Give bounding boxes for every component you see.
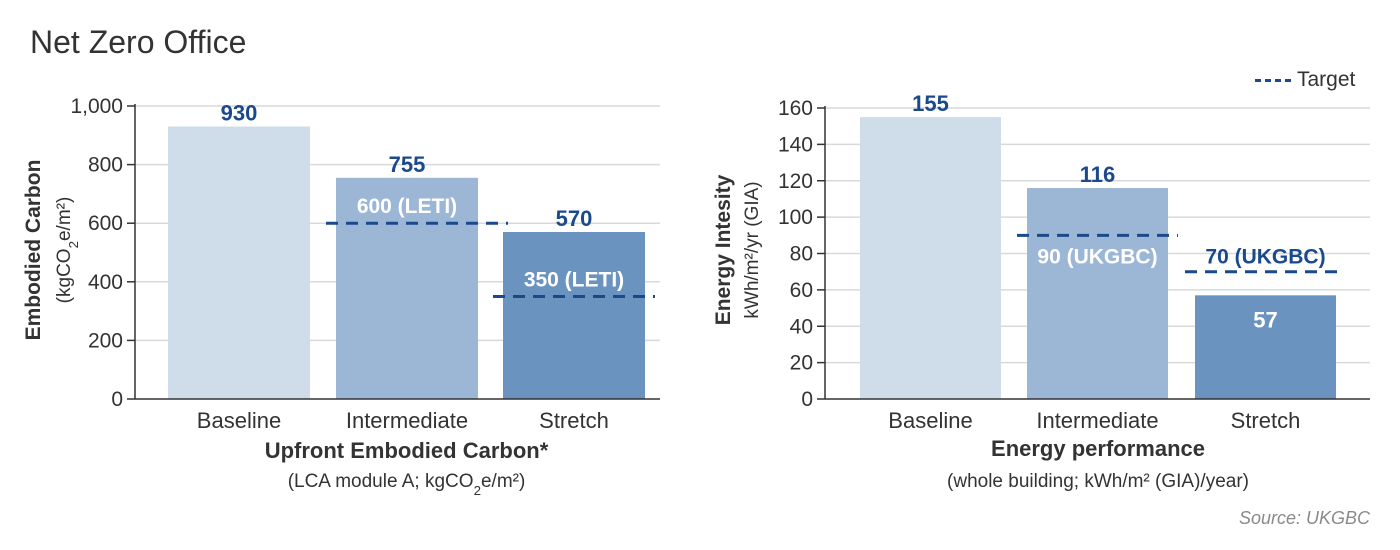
y-tick-label: 160 bbox=[778, 97, 813, 120]
y-tick-label: 1,000 bbox=[70, 95, 123, 118]
y-tick-label: 100 bbox=[778, 206, 813, 229]
y-tick-label: 60 bbox=[790, 279, 813, 302]
y-tick-label: 120 bbox=[778, 170, 813, 193]
target-label: 90 (UKGBC) bbox=[1037, 245, 1157, 268]
value-label: 57 bbox=[1253, 307, 1277, 332]
bar-baseline bbox=[860, 117, 1001, 399]
category-label: Stretch bbox=[539, 408, 609, 433]
y-tick-label: 800 bbox=[88, 154, 123, 177]
target-label: 350 (LETI) bbox=[524, 268, 624, 291]
category-label: Intermediate bbox=[346, 408, 468, 433]
y-axis-title: Energy Intesity bbox=[712, 174, 735, 325]
bar-intermediate bbox=[1027, 188, 1168, 399]
embodied-carbon-chart: 0 200 400 600 800 1,000 930 755 570 600 (LETI) 350… bbox=[22, 95, 660, 498]
y-tick-label: 600 bbox=[88, 212, 123, 235]
y-tick-label: 20 bbox=[790, 352, 813, 375]
value-label: 116 bbox=[1080, 162, 1116, 187]
y-tick-label: 0 bbox=[111, 388, 123, 411]
y-tick-label: 400 bbox=[88, 271, 123, 294]
category-label: Baseline bbox=[888, 408, 972, 433]
source-note: Source: UKGBC bbox=[1238, 508, 1370, 528]
y-axis-title: Embodied Carbon bbox=[22, 160, 45, 341]
bar-stretch bbox=[1195, 295, 1336, 399]
x-axis-subtitle: (whole building; kWh/m² (GIA)/year) bbox=[947, 471, 1249, 492]
category-label: Intermediate bbox=[1036, 408, 1158, 433]
y-tick-label: 140 bbox=[778, 133, 813, 156]
value-label: 755 bbox=[389, 152, 426, 177]
bar-intermediate bbox=[336, 177, 478, 399]
page-title: Net Zero Office bbox=[30, 24, 247, 60]
category-label: Stretch bbox=[1231, 408, 1301, 433]
value-label: 155 bbox=[912, 91, 949, 116]
y-tick-label: 40 bbox=[790, 315, 813, 338]
target-label: 600 (LETI) bbox=[357, 195, 457, 218]
value-label: 570 bbox=[556, 206, 593, 231]
y-tick-label: 80 bbox=[790, 243, 813, 266]
target-label: 70 (UKGBC) bbox=[1205, 246, 1325, 269]
y-axis-unit: kWh/m²/yr (GIA) bbox=[742, 181, 763, 318]
legend-label: Target bbox=[1297, 68, 1356, 91]
x-axis-subtitle: (LCA module A; kgCO2e/m²) bbox=[288, 471, 526, 498]
category-label: Baseline bbox=[197, 408, 281, 433]
bar-stretch bbox=[503, 231, 645, 399]
bar-baseline bbox=[168, 126, 310, 399]
y-tick-label: 200 bbox=[88, 329, 123, 352]
x-axis-title: Energy performance bbox=[991, 436, 1205, 461]
legend: Target bbox=[1255, 66, 1385, 94]
value-label: 930 bbox=[221, 101, 258, 126]
x-axis-title: Upfront Embodied Carbon* bbox=[265, 438, 549, 463]
energy-intensity-chart: 0 20 40 60 80 100 120 140 160 155 116 57 90 (UKGBC) 7… bbox=[712, 91, 1370, 492]
y-axis-unit: (kgCO2e/m²) bbox=[54, 197, 81, 304]
y-tick-label: 0 bbox=[801, 388, 813, 411]
target-line-swatch-icon bbox=[1255, 78, 1291, 82]
